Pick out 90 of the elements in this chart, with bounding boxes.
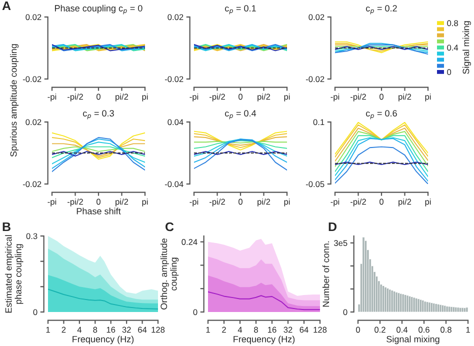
x-tick-label: 8 <box>254 326 258 333</box>
x-tick-label: 0 <box>380 94 384 100</box>
x-tick-label: pi/2 <box>116 198 128 206</box>
y-tick-label: -0.02 <box>22 181 42 188</box>
text: B <box>2 222 10 232</box>
x-tick-label: pi <box>425 198 431 206</box>
x-tick-label: 4 <box>238 326 242 333</box>
y-tick-label: 0.02 <box>308 14 324 20</box>
chart-title: c$_{p}$ = 0.2 <box>366 5 397 14</box>
y-tick-label: 0.3 <box>26 233 38 240</box>
x-tick-label: pi <box>425 94 431 102</box>
x-tick-label: 0 <box>238 94 242 100</box>
x-tick-label: pi/2 <box>258 94 270 102</box>
x-tick-label: 0.8 <box>440 326 452 333</box>
y-tick-label: -0.02 <box>164 76 184 82</box>
text: D <box>328 222 336 232</box>
text: C <box>166 222 174 232</box>
y-tick-label: 0.04 <box>168 119 184 126</box>
text: A <box>2 1 11 10</box>
x-axis-title: Phase shift <box>76 208 121 214</box>
y-tick-label: 0.02 <box>26 14 42 20</box>
x-tick-label: -pi/2 <box>68 198 83 206</box>
x-tick-label: -pi/2 <box>210 198 225 206</box>
y-axis-title: Orthog. amplitude coupling <box>160 238 179 310</box>
x-tick-label: 64 <box>300 326 308 333</box>
x-tick-label: -pi <box>48 198 56 206</box>
y-tick-label: 3e5 <box>334 240 348 246</box>
y-tick-label: -0.02 <box>306 76 324 82</box>
y-tick-label: 0.1 <box>313 119 324 126</box>
x-tick-label: -pi <box>48 94 56 102</box>
x-tick-label: 1 <box>466 326 470 333</box>
x-tick-label: 0 <box>380 198 384 205</box>
color-bar-label: 0 <box>447 69 452 76</box>
x-tick-label: -pi <box>330 94 340 102</box>
x-tick-label: 4 <box>77 326 82 333</box>
y-tick-label: -0.02 <box>22 76 42 82</box>
x-tick-label: pi/2 <box>258 198 270 206</box>
x-tick-label: 2 <box>62 326 66 333</box>
y-tick-label: 0.02 <box>26 119 42 126</box>
x-tick-label: 16 <box>106 326 116 333</box>
x-tick-label: 8 <box>93 326 98 333</box>
x-tick-label: 64 <box>138 326 147 333</box>
x-tick-label: 0.2 <box>374 326 386 333</box>
y-axis-title: Spurious amplitude coupling <box>10 44 19 157</box>
x-tick-label: -pi/2 <box>350 198 366 206</box>
x-tick-label: 0 <box>96 198 100 205</box>
x-tick-label: 1 <box>46 326 50 333</box>
chart-title: c$_{p}$ = 0.1 <box>224 5 256 14</box>
y-tick-label: -0.04 <box>164 181 184 188</box>
color-bar-label: 0.8 <box>447 20 458 26</box>
chart-title: c$_{p}$ = 0.4 <box>224 110 256 120</box>
x-tick-label: -pi <box>190 94 198 102</box>
chart-title: Phase coupling c$_{p}$ = 0 <box>55 4 142 14</box>
x-tick-label: 0.6 <box>418 326 430 333</box>
color-bar-title: Signal mixing <box>462 21 471 74</box>
x-tick-label: -pi <box>190 198 198 206</box>
x-tick-label: pi/2 <box>116 94 128 102</box>
x-tick-label: pi <box>284 198 290 206</box>
x-tick-label: pi <box>284 94 290 102</box>
x-tick-label: 32 <box>284 326 292 333</box>
x-tick-label: 128 <box>314 326 327 333</box>
x-tick-label: pi <box>142 94 148 102</box>
x-tick-label: 1 <box>206 326 210 333</box>
color-bar-label: 0.4 <box>447 44 458 51</box>
y-tick-label: 0.24 <box>182 239 198 245</box>
x-tick-label: 16 <box>268 326 276 333</box>
x-tick-label: 0 <box>238 198 242 205</box>
x-tick-label: 0.4 <box>396 326 408 333</box>
x-tick-label: 32 <box>122 326 131 333</box>
x-tick-label: 0 <box>96 94 100 100</box>
x-tick-label: -pi/2 <box>350 94 366 102</box>
x-tick-label: 0 <box>356 326 360 333</box>
x-tick-label: -pi <box>330 198 340 206</box>
x-tick-label: pi <box>142 198 148 206</box>
x-tick-label: 128 <box>152 326 165 333</box>
y-tick-label: 0 <box>33 309 38 316</box>
x-tick-label: pi/2 <box>398 198 412 206</box>
chart-title: c$_{p}$ = 0.6 <box>366 110 397 120</box>
x-axis-title: Frequency (Hz) <box>234 336 295 344</box>
x-axis-title: Frequency (Hz) <box>72 336 134 344</box>
x-tick-label: -pi/2 <box>210 94 225 102</box>
y-tick-label: -0.05 <box>306 181 324 188</box>
x-axis-title: Signal mixing <box>386 336 440 344</box>
x-tick-label: -pi/2 <box>68 94 83 102</box>
x-tick-label: 2 <box>222 326 226 333</box>
y-axis-title: Estimated empirical phase coupling <box>5 235 24 313</box>
y-tick-label: 0.02 <box>168 14 184 20</box>
x-tick-label: pi/2 <box>398 94 412 102</box>
y-axis-title: Number of conn. <box>322 241 330 307</box>
chart-title: c$_{p}$ = 0.3 <box>82 110 114 120</box>
